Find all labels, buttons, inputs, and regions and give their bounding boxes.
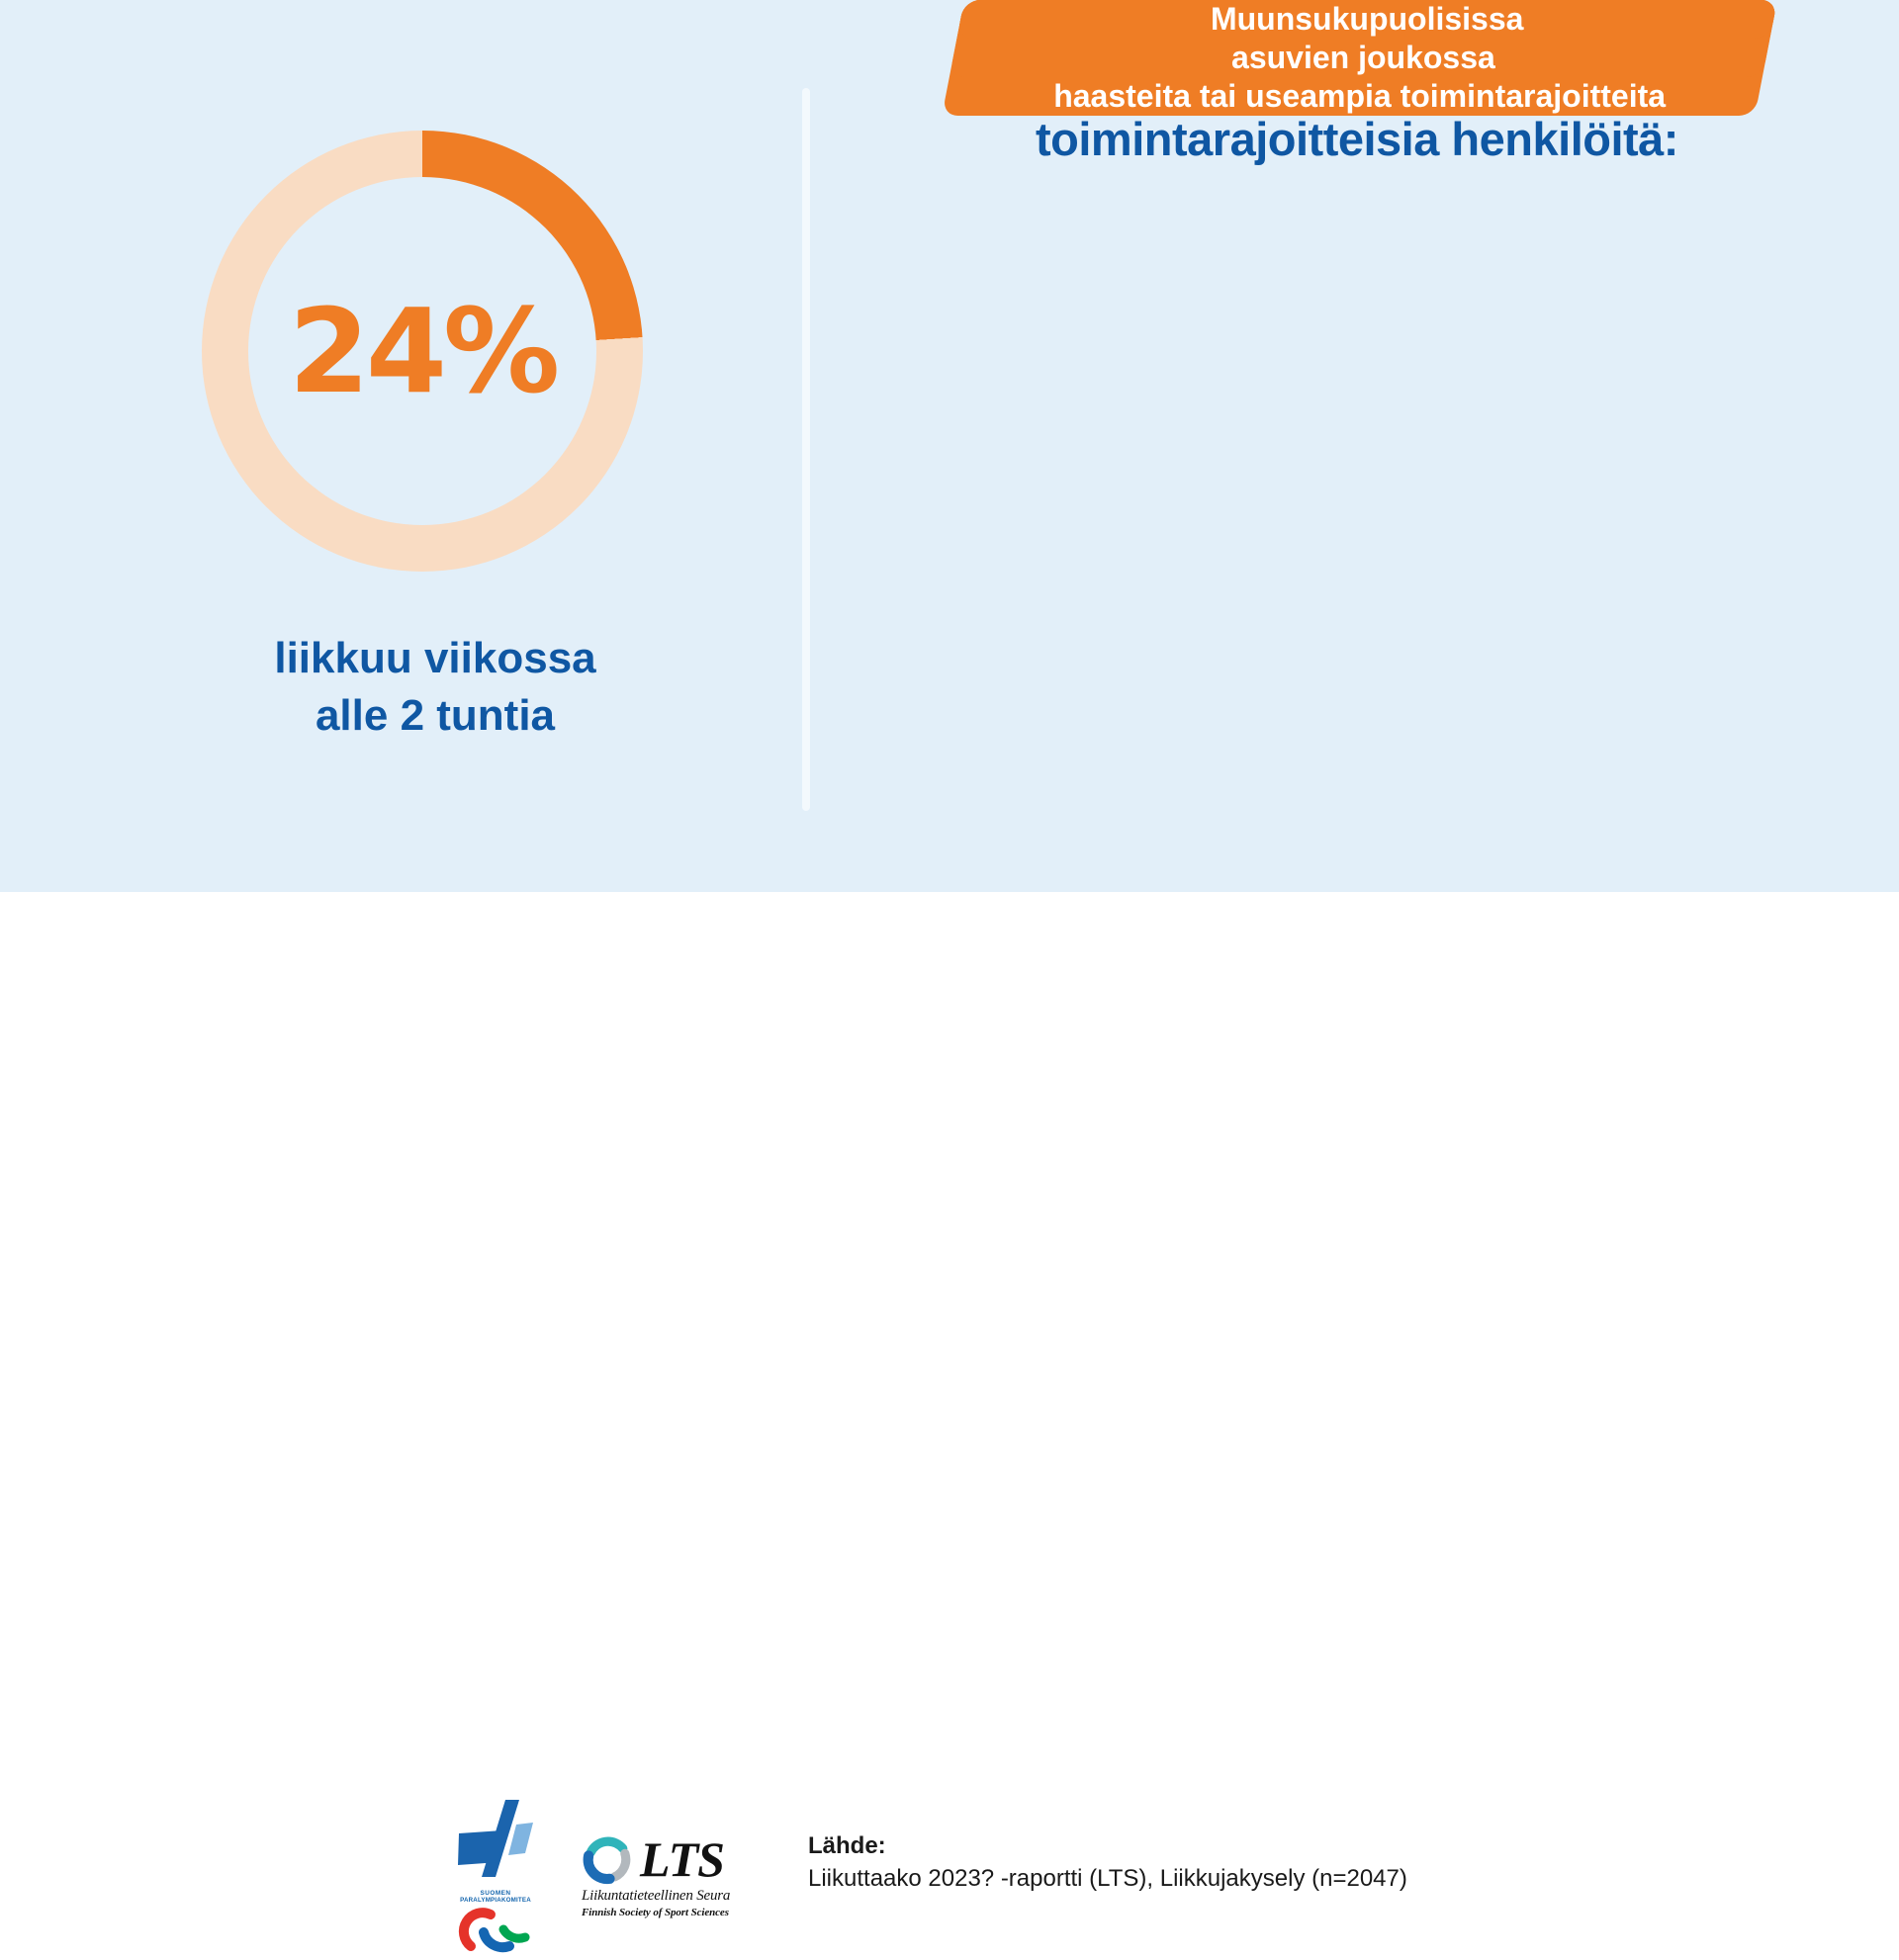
paralympic-name-line2: PARALYMPIAKOMITEA: [460, 1897, 531, 1904]
agitos-green-icon: [498, 1924, 530, 1943]
donut-percent-label: 24%: [288, 283, 560, 419]
vertical-divider: [802, 88, 810, 811]
donut-caption: liikkuu viikossa alle 2 tuntia: [138, 630, 732, 745]
paralympic-cross-lightblue: [508, 1823, 533, 1855]
source-text: Liikuttaako 2023? -raportti (LTS), Liikk…: [808, 1865, 1407, 1892]
paralympic-cross-horizontal: [458, 1830, 502, 1865]
donut-chart: 24%: [202, 131, 643, 572]
donut-caption-line2: alle 2 tuntia: [315, 691, 556, 740]
banner-muunsukupuoliset: Muunsukupuolisissa: [956, 0, 1777, 39]
lts-swirl-icon: [583, 1836, 631, 1885]
source-block: Lähde: Liikuttaako 2023? -raportti (LTS)…: [808, 1829, 1500, 1895]
page-title-line2: toimintarajoitteisia henkilöitä:: [1036, 113, 1678, 165]
banner-text: Muunsukupuolisissa: [1210, 1, 1524, 37]
lts-name-finnish: Liikuntatieteellinen Seura: [582, 1888, 731, 1904]
lts-name-english: Finnish Society of Sport Sciences: [582, 1907, 729, 1918]
donut-caption-line1: liikkuu viikossa: [274, 634, 596, 682]
paralympic-committee-logo: SUOMEN PARALYMPIAKOMITEA: [458, 1800, 533, 1953]
donut-hole: 24%: [248, 177, 596, 525]
lts-logo: LTS Liikuntatieteellinen Seura Finnish S…: [582, 1833, 779, 1918]
paralympic-name-line1: SUOMEN: [480, 1890, 510, 1897]
source-label: Lähde:: [808, 1832, 886, 1859]
footer: SUOMEN PARALYMPIAKOMITEA LTS Liikuntatie…: [0, 892, 1899, 1953]
lts-abbr: LTS: [640, 1831, 725, 1887]
